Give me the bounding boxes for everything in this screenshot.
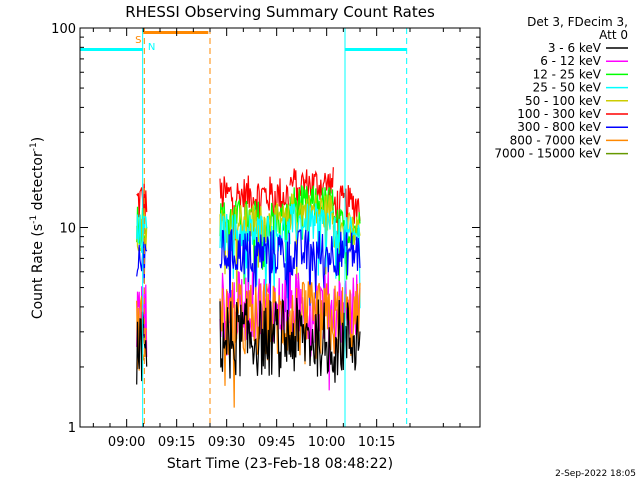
series-line-300-800-keV <box>136 241 148 284</box>
x-tick-label: 10:00 <box>308 435 345 450</box>
legend-label: 300 - 800 keV <box>517 120 601 134</box>
legend-label: 7000 - 15000 keV <box>494 147 601 161</box>
series-line-6-12-keV <box>219 270 361 391</box>
data-layer <box>136 167 361 408</box>
legend-label: 12 - 25 keV <box>533 67 602 81</box>
series-line-3-6-keV <box>219 297 361 383</box>
x-axis-label: Start Time (23-Feb-18 08:48:22) <box>167 456 393 472</box>
legend-label: 25 - 50 keV <box>533 81 602 95</box>
series-line-800-7000-keV <box>219 281 361 408</box>
plot-area: SN <box>79 27 481 428</box>
y-axis-label-exponent-2: -1 <box>29 142 39 151</box>
legend-label: 50 - 100 keV <box>525 94 602 108</box>
state-flag: S <box>135 35 141 46</box>
chart-title: RHESSI Observing Summary Count Rates <box>125 3 435 21</box>
legend-label: 3 - 6 keV <box>548 41 602 55</box>
x-tick-label: 09:30 <box>208 435 245 450</box>
y-axis-label-exponent: -1 <box>29 215 39 224</box>
axes: 1 10 100 09:00 09:15 09:30 09:45 10:00 10:15 <box>51 22 480 450</box>
legend-label: 800 - 7000 keV <box>510 133 602 147</box>
x-tick-label: 09:00 <box>108 435 145 450</box>
x-tick-label: 10:15 <box>358 435 395 450</box>
series-line-800-7000-keV <box>136 295 148 371</box>
y-axis-label-detector: detector <box>30 151 46 215</box>
series-line-25-50-keV <box>136 214 148 254</box>
state-bar-layer: SN <box>80 28 408 427</box>
series-line-3-6-keV <box>136 311 148 385</box>
legend-header-line-1: Det 3, FDecim 3, <box>527 15 628 29</box>
legend-label: 6 - 12 keV <box>540 54 602 68</box>
y-tick-label: 100 <box>51 22 76 37</box>
x-tick-label: 09:15 <box>158 435 195 450</box>
y-tick-label: 10 <box>59 222 76 237</box>
y-axis-label: Count Rate (s-1 detector-1) <box>29 137 46 319</box>
x-tick-label: 09:45 <box>258 435 295 450</box>
y-tick-label: 1 <box>68 421 76 436</box>
series-line-50-100-keV <box>219 201 291 293</box>
y-axis-label-close: ) <box>30 137 46 142</box>
series-line-25-50-keV <box>332 216 361 309</box>
state-flag: N <box>148 42 155 53</box>
legend-label: 100 - 300 keV <box>517 107 601 121</box>
date-stamp: 2-Sep-2022 18:05 <box>555 469 636 479</box>
legend-header-line-2: Att 0 <box>599 28 628 42</box>
y-axis-label-text: Count Rate (s <box>30 224 46 319</box>
